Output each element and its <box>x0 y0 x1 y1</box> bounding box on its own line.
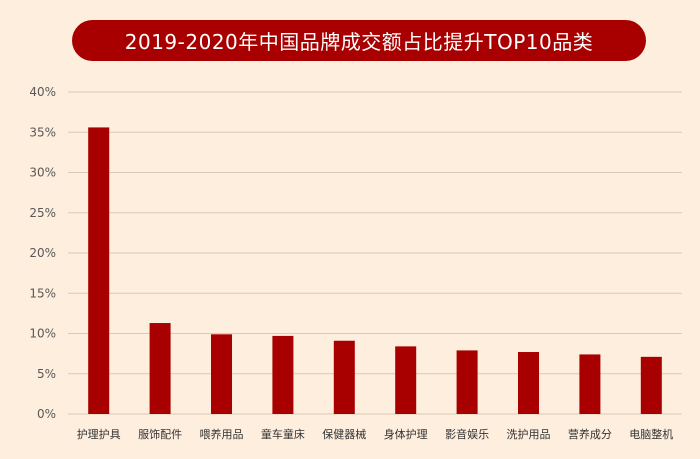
bar <box>518 352 539 414</box>
y-tick-label: 30% <box>29 166 56 180</box>
x-category-label: 营养成分 <box>568 427 612 441</box>
x-category-label: 喂养用品 <box>200 427 244 441</box>
y-tick-label: 5% <box>37 367 56 381</box>
bar <box>456 350 478 414</box>
y-tick-label: 0% <box>37 407 56 421</box>
y-tick-label: 20% <box>29 246 56 260</box>
x-category-label: 电脑整机 <box>629 427 673 441</box>
chart-title: 2019-2020年中国品牌成交额占比提升TOP10品类 <box>124 30 594 54</box>
x-category-label: 保健器械 <box>322 427 366 441</box>
chart-title-banner: 2019-2020年中国品牌成交额占比提升TOP10品类 <box>72 20 646 61</box>
bar <box>640 356 662 414</box>
y-tick-label: 25% <box>29 206 56 220</box>
bar <box>88 127 110 415</box>
bar <box>395 346 417 414</box>
bar <box>149 323 171 414</box>
y-tick-label: 40% <box>29 85 56 99</box>
y-tick-label: 15% <box>29 286 56 300</box>
bar <box>272 335 294 414</box>
bar <box>579 354 601 414</box>
x-category-label: 洗护用品 <box>507 427 551 441</box>
x-category-label: 影音娱乐 <box>445 427 489 441</box>
x-category-label: 护理护具 <box>77 427 121 441</box>
y-tick-label: 35% <box>29 125 56 139</box>
x-category-label: 服饰配件 <box>138 427 182 441</box>
x-category-label: 身体护理 <box>384 427 428 441</box>
bar <box>211 334 232 414</box>
bar <box>333 340 355 414</box>
x-category-label: 童车童床 <box>261 427 305 441</box>
y-tick-label: 10% <box>29 327 56 341</box>
